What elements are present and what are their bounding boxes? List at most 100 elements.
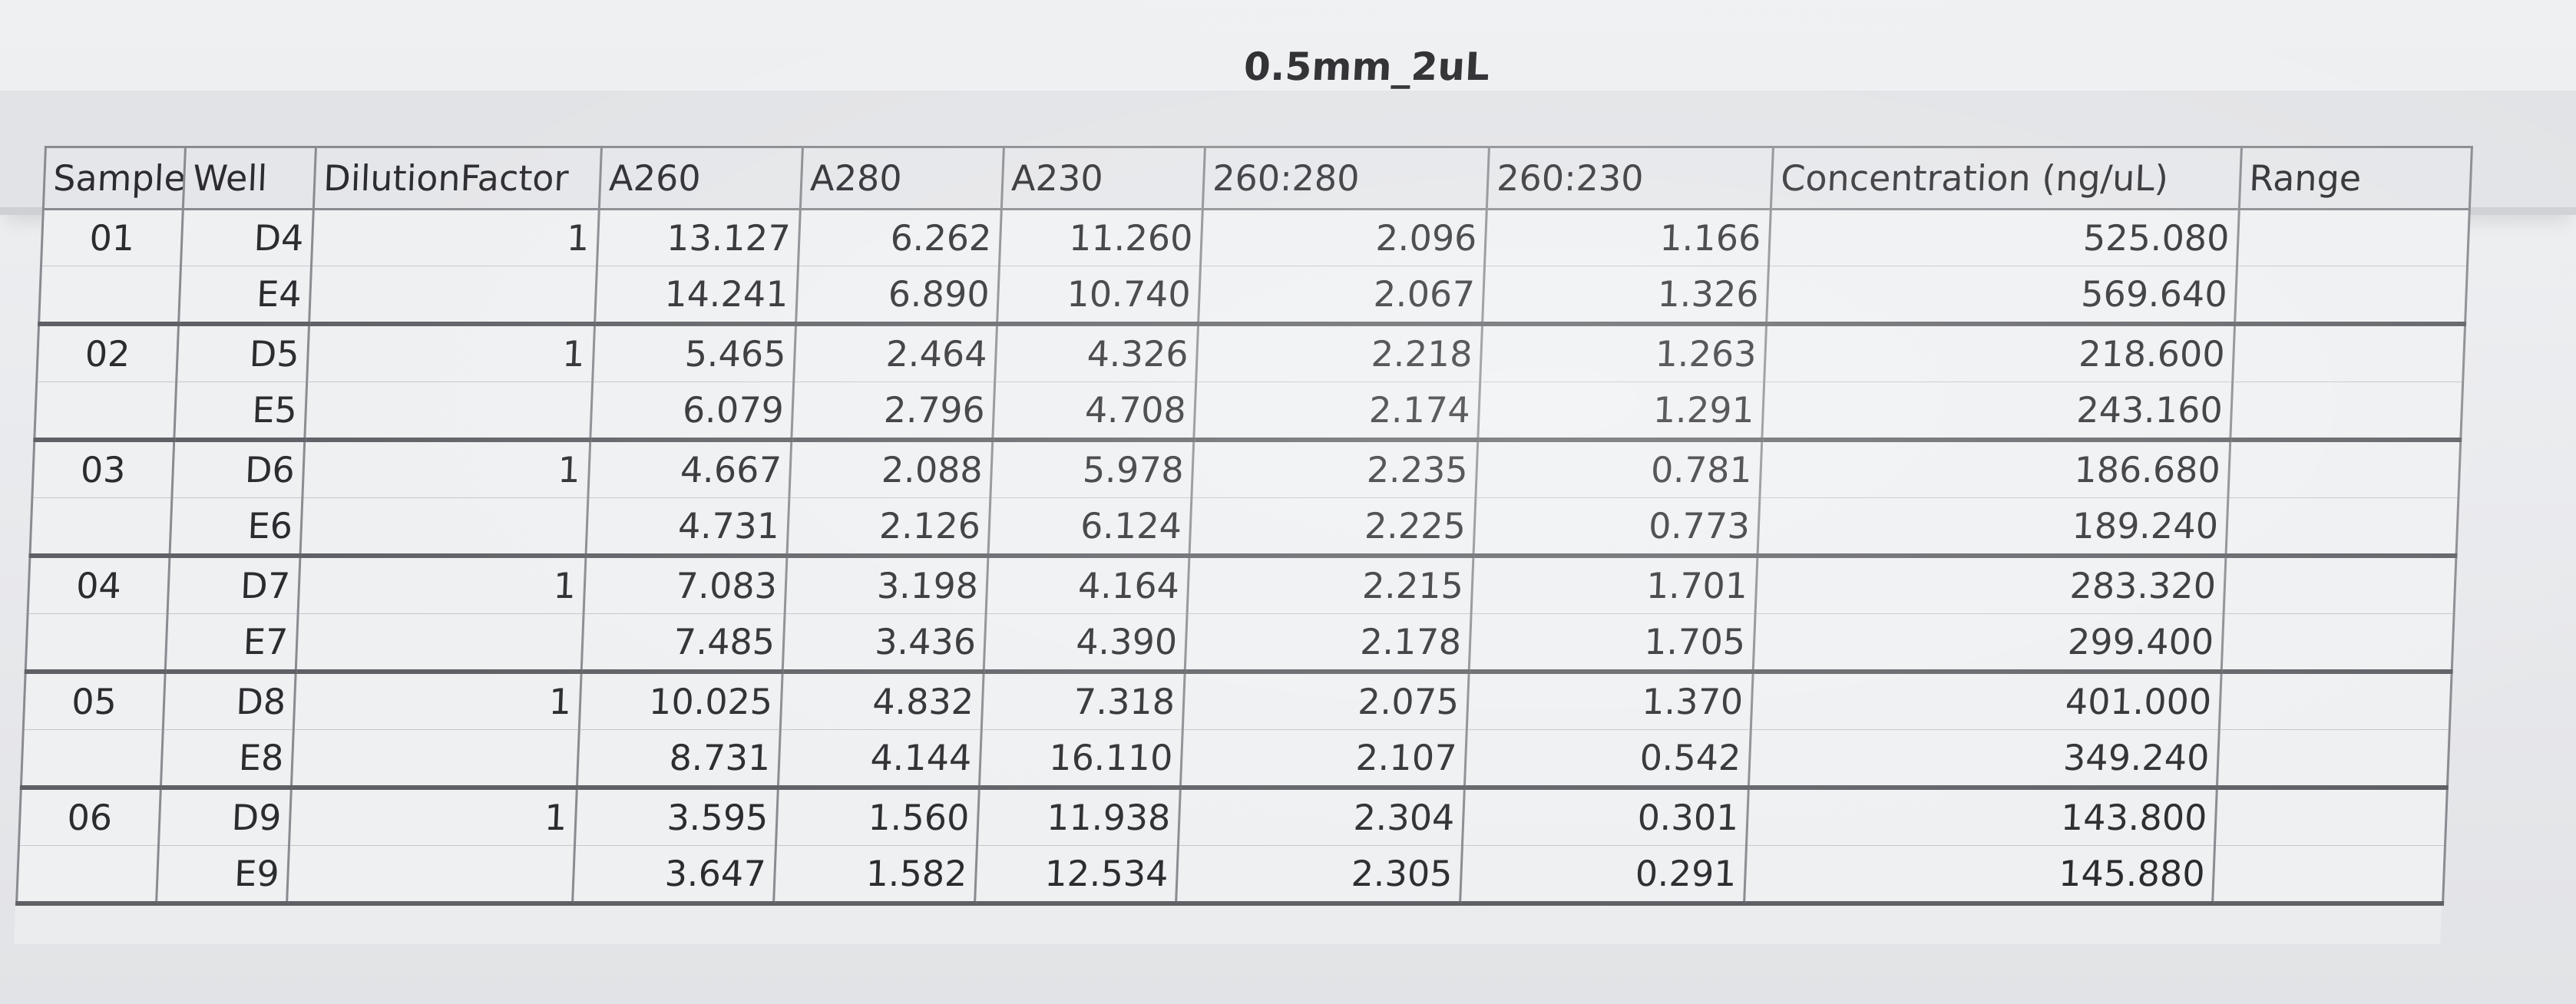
cell-dilution-factor[interactable] <box>291 729 580 788</box>
cell-dilution-factor[interactable]: 1 <box>302 440 590 498</box>
cell-dilution-factor[interactable]: 1 <box>289 788 577 846</box>
cell-a280[interactable]: 1.560 <box>775 788 980 846</box>
cell-range[interactable] <box>2221 613 2455 672</box>
cell-sample[interactable] <box>25 613 168 672</box>
cell-concentration[interactable]: 569.640 <box>1766 266 2237 324</box>
cell-concentration[interactable]: 525.080 <box>1768 209 2240 266</box>
column-header-260-230[interactable]: 260:230 <box>1486 147 1774 210</box>
cell-260-230[interactable]: 0.542 <box>1464 729 1751 788</box>
cell-range[interactable] <box>2234 266 2468 324</box>
cell-concentration[interactable]: 299.400 <box>1753 613 2224 672</box>
cell-sample[interactable]: 02 <box>36 324 179 382</box>
cell-260-280[interactable]: 2.178 <box>1185 613 1472 672</box>
cell-260-230[interactable]: 0.781 <box>1475 440 1762 498</box>
cell-260-280[interactable]: 2.096 <box>1200 209 1487 266</box>
cell-well[interactable]: E9 <box>156 845 289 903</box>
cell-a280[interactable]: 6.890 <box>795 266 1000 324</box>
cell-260-230[interactable]: 0.291 <box>1460 845 1747 903</box>
cell-well[interactable]: D4 <box>180 209 314 266</box>
cell-concentration[interactable]: 243.160 <box>1761 381 2233 440</box>
cell-range[interactable] <box>2230 381 2463 440</box>
cell-well[interactable]: D5 <box>176 324 309 382</box>
cell-260-280[interactable]: 2.305 <box>1176 845 1463 903</box>
cell-concentration[interactable]: 143.800 <box>1746 788 2217 846</box>
column-header-260-280[interactable]: 260:280 <box>1202 147 1490 210</box>
cell-range[interactable] <box>2219 672 2452 730</box>
cell-a230[interactable]: 12.534 <box>974 845 1179 903</box>
cell-a260[interactable]: 10.025 <box>579 672 783 730</box>
cell-a230[interactable]: 4.326 <box>994 324 1199 382</box>
cell-a280[interactable]: 2.464 <box>793 324 997 382</box>
cell-dilution-factor[interactable] <box>304 381 593 440</box>
cell-well[interactable]: E4 <box>178 266 312 324</box>
cell-260-230[interactable]: 1.291 <box>1477 381 1764 440</box>
cell-260-280[interactable]: 2.174 <box>1193 381 1480 440</box>
cell-sample[interactable]: 01 <box>41 209 184 266</box>
cell-260-280[interactable]: 2.235 <box>1191 440 1478 498</box>
cell-range[interactable] <box>2227 440 2461 498</box>
cell-range[interactable] <box>2212 845 2445 903</box>
cell-a230[interactable]: 7.318 <box>981 672 1185 730</box>
column-header-sample[interactable]: Sample <box>43 147 186 210</box>
cell-a260[interactable]: 7.485 <box>581 613 785 672</box>
cell-260-230[interactable]: 0.773 <box>1473 497 1760 556</box>
cell-sample[interactable]: 05 <box>23 672 166 730</box>
cell-260-280[interactable]: 2.215 <box>1187 556 1473 614</box>
column-header-dilution-factor[interactable]: DilutionFactor <box>313 147 602 210</box>
cell-a280[interactable]: 3.436 <box>782 613 987 672</box>
cell-range[interactable] <box>2225 497 2459 556</box>
cell-260-280[interactable]: 2.107 <box>1180 729 1467 788</box>
cell-260-230[interactable]: 1.326 <box>1482 266 1769 324</box>
cell-a230[interactable]: 11.938 <box>977 788 1181 846</box>
cell-concentration[interactable]: 401.000 <box>1751 672 2222 730</box>
cell-a280[interactable]: 2.796 <box>791 381 995 440</box>
cell-260-230[interactable]: 1.370 <box>1467 672 1754 730</box>
cell-sample[interactable] <box>38 266 181 324</box>
cell-260-230[interactable]: 1.263 <box>1480 324 1767 382</box>
cell-dilution-factor[interactable] <box>296 613 584 672</box>
cell-well[interactable]: E5 <box>174 381 307 440</box>
cell-concentration[interactable]: 186.680 <box>1759 440 2230 498</box>
cell-260-280[interactable]: 2.225 <box>1189 497 1476 556</box>
cell-sample[interactable]: 04 <box>28 556 170 614</box>
cell-concentration[interactable]: 145.880 <box>1744 845 2215 903</box>
cell-260-280[interactable]: 2.304 <box>1178 788 1465 846</box>
cell-sample[interactable]: 03 <box>31 440 174 498</box>
cell-range[interactable] <box>2232 324 2465 382</box>
cell-a260[interactable]: 3.647 <box>572 845 776 903</box>
cell-dilution-factor[interactable] <box>286 845 575 903</box>
cell-a280[interactable]: 1.582 <box>773 845 977 903</box>
cell-well[interactable]: E6 <box>169 497 303 556</box>
cell-260-230[interactable]: 0.301 <box>1462 788 1749 846</box>
cell-a280[interactable]: 2.088 <box>789 440 993 498</box>
cell-a230[interactable]: 11.260 <box>999 209 1203 266</box>
cell-a260[interactable]: 8.731 <box>577 729 781 788</box>
cell-a230[interactable]: 6.124 <box>987 497 1192 556</box>
cell-well[interactable]: E8 <box>160 729 294 788</box>
cell-260-280[interactable]: 2.067 <box>1198 266 1485 324</box>
cell-well[interactable]: D7 <box>167 556 300 614</box>
cell-a260[interactable]: 4.667 <box>587 440 792 498</box>
cell-well[interactable]: D9 <box>158 788 292 846</box>
cell-sample[interactable]: 06 <box>18 788 161 846</box>
cell-dilution-factor[interactable] <box>309 266 597 324</box>
cell-dilution-factor[interactable]: 1 <box>293 672 582 730</box>
cell-a280[interactable]: 3.198 <box>785 556 988 614</box>
cell-a230[interactable]: 4.390 <box>984 613 1188 672</box>
cell-sample[interactable] <box>34 381 177 440</box>
cell-sample[interactable] <box>29 497 172 556</box>
cell-well[interactable]: D8 <box>163 672 296 730</box>
column-header-well[interactable]: Well <box>183 147 316 210</box>
cell-well[interactable]: D6 <box>171 440 305 498</box>
cell-a230[interactable]: 4.164 <box>986 556 1189 614</box>
column-header-a280[interactable]: A280 <box>800 147 1004 210</box>
cell-260-230[interactable]: 1.166 <box>1484 209 1771 266</box>
cell-a280[interactable]: 4.832 <box>780 672 984 730</box>
cell-range[interactable] <box>2237 209 2470 266</box>
cell-a260[interactable]: 6.079 <box>590 381 794 440</box>
cell-sample[interactable] <box>16 845 159 903</box>
cell-a230[interactable]: 4.708 <box>992 381 1196 440</box>
cell-concentration[interactable]: 349.240 <box>1748 729 2220 788</box>
column-header-concentration[interactable]: Concentration (ng/uL) <box>1771 147 2242 210</box>
cell-260-230[interactable]: 1.705 <box>1469 613 1756 672</box>
